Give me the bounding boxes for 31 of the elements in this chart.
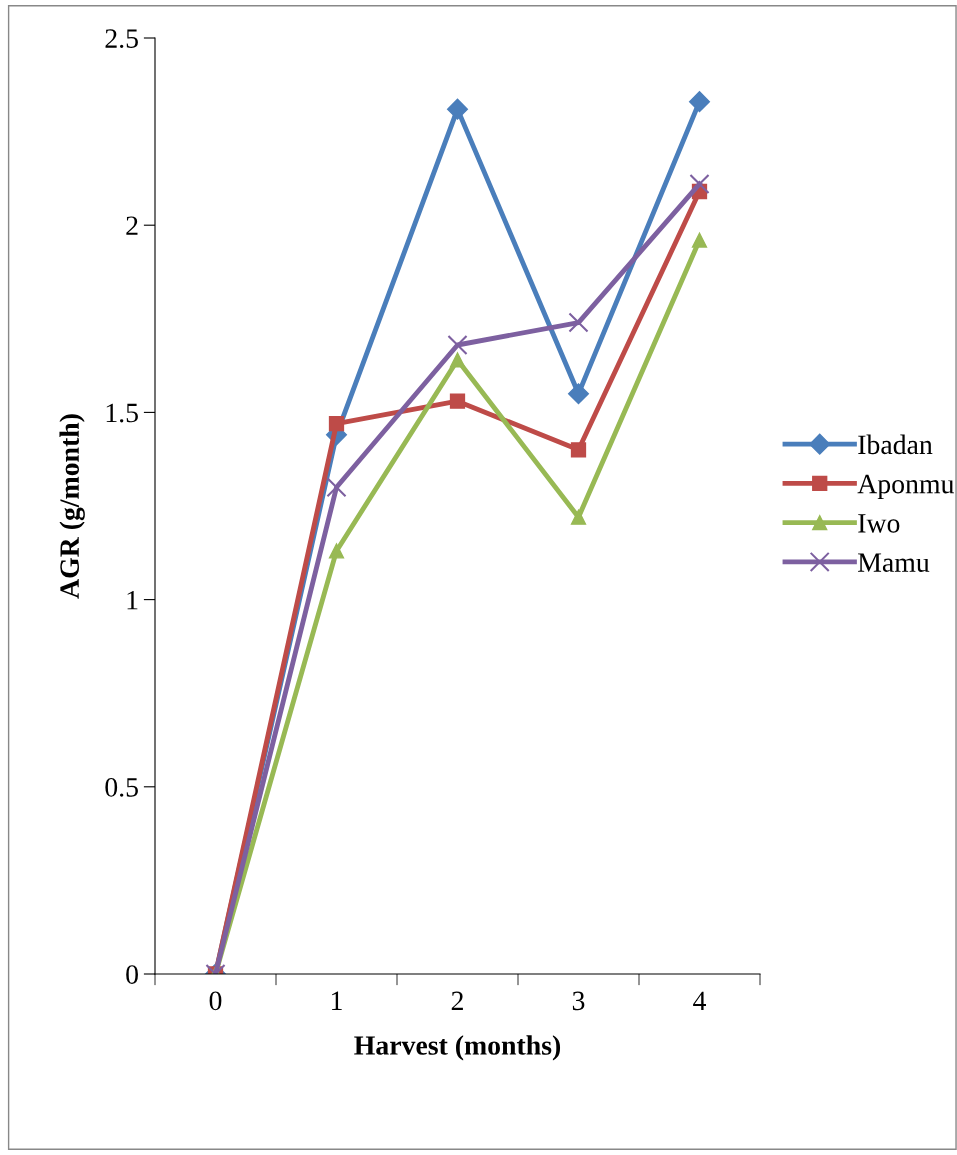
point [326, 477, 347, 498]
point [328, 415, 345, 432]
point [689, 173, 710, 195]
x-axis-title: Harvest (months) [354, 1035, 561, 1061]
point [567, 383, 590, 405]
y-tick-label: 2 [126, 216, 138, 235]
point [570, 442, 587, 458]
legend-label: Mamu [858, 553, 930, 572]
x-tick-label: 4 [693, 991, 707, 1010]
y-tick-label: 0 [126, 965, 138, 984]
y-tick-label: 2.5 [105, 29, 138, 49]
legend-label: Iwo [858, 514, 900, 533]
legend-label: Ibadan [858, 434, 933, 455]
point [691, 232, 708, 248]
point [449, 393, 466, 409]
y-axis-title: AGR (g/month) [59, 414, 85, 599]
point [446, 98, 469, 120]
point [570, 509, 587, 525]
y-tick-label: 1.5 [106, 403, 138, 423]
x-tick-label: 2 [451, 991, 463, 1010]
y-tick-label: 0.5 [105, 777, 138, 797]
x-tick-label: 3 [572, 991, 585, 1011]
legend-label: Aponmu [857, 474, 954, 500]
point [328, 543, 345, 559]
x-tick-label: 1 [332, 991, 342, 1010]
x-tick-label: 0 [209, 991, 222, 1011]
point [447, 334, 468, 356]
y-tick-label: 1 [127, 590, 138, 610]
point [568, 312, 589, 333]
point [449, 352, 466, 368]
point [688, 91, 711, 113]
